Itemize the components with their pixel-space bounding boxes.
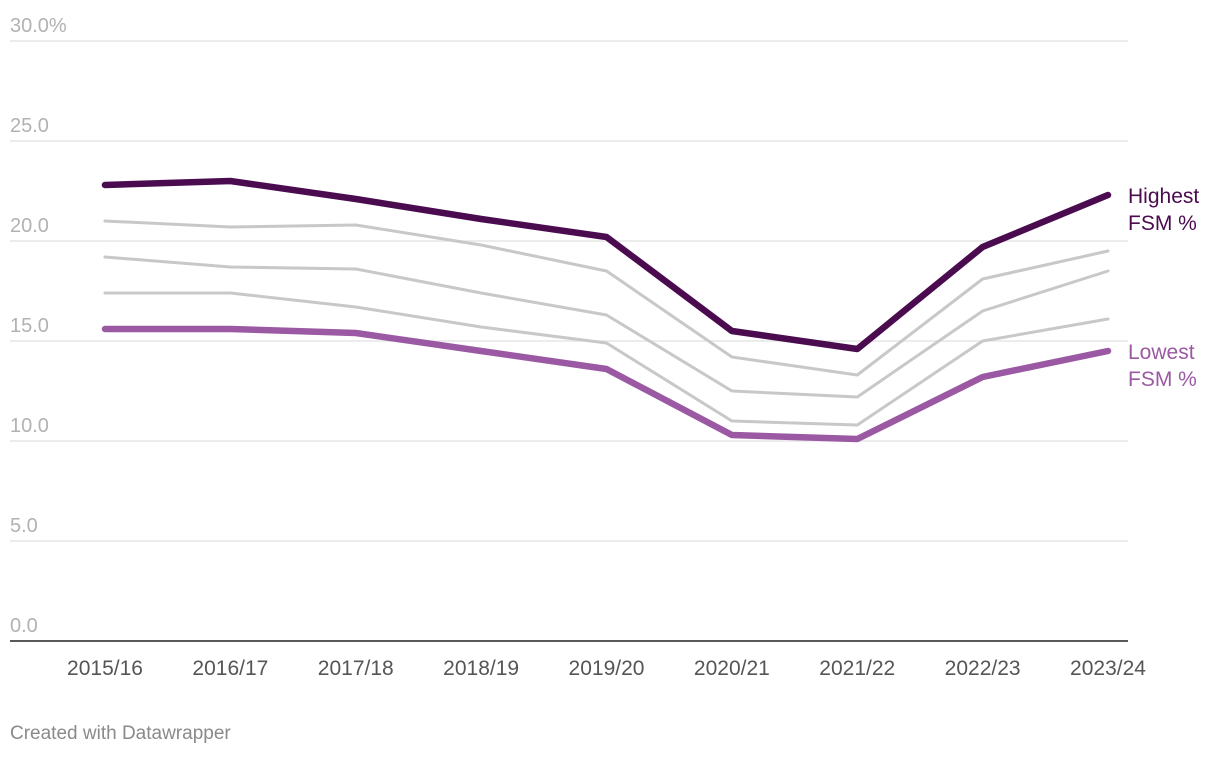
y-tick-label: 20.0 [10, 215, 49, 237]
series-line-quintile-4 [103, 219, 1110, 377]
x-tick-label: 2021/22 [819, 657, 895, 680]
y-tick-label: 30.0% [10, 15, 67, 37]
series-label-line: Highest [1128, 185, 1199, 208]
x-tick-label: 2019/20 [569, 657, 645, 680]
x-tick-label: 2022/23 [945, 657, 1021, 680]
x-tick-label: 2018/19 [443, 657, 519, 680]
y-tick-label: 0.0 [10, 615, 38, 637]
series-label-line: Lowest [1128, 341, 1195, 364]
series-line-quintile-2 [103, 291, 1110, 427]
series-label-highest-fsm: Highest FSM % [1128, 185, 1199, 235]
x-tick-label: 2016/17 [192, 657, 268, 680]
y-axis-ticks: 0.0 5.0 10.0 15.0 20.0 25.0 30.0% [10, 15, 67, 637]
series-label-line: FSM % [1128, 212, 1197, 235]
x-tick-label: 2015/16 [67, 657, 143, 680]
series-end-labels: Lowest FSM % Highest FSM % [1128, 185, 1199, 391]
y-tick-label: 10.0 [10, 415, 49, 437]
gridlines [10, 40, 1128, 642]
series-line-lowest-fsm [101, 325, 1112, 443]
y-tick-label: 25.0 [10, 115, 49, 137]
credit-text: Created with Datawrapper [10, 723, 231, 744]
y-tick-label: 15.0 [10, 315, 49, 337]
x-tick-label: 2017/18 [318, 657, 394, 680]
series-line-highest-fsm [101, 177, 1112, 353]
x-tick-label: 2020/21 [694, 657, 770, 680]
series-line-quintile-3 [103, 255, 1110, 399]
x-tick-label: 2023/24 [1070, 657, 1146, 680]
series-label-line: FSM % [1128, 368, 1197, 391]
y-tick-label: 5.0 [10, 515, 38, 537]
series-lines [101, 177, 1112, 443]
x-axis-ticks: 2015/16 2016/17 2017/18 2018/19 2019/20 2020/… [67, 657, 1146, 680]
series-label-lowest-fsm: Lowest FSM % [1128, 341, 1197, 391]
